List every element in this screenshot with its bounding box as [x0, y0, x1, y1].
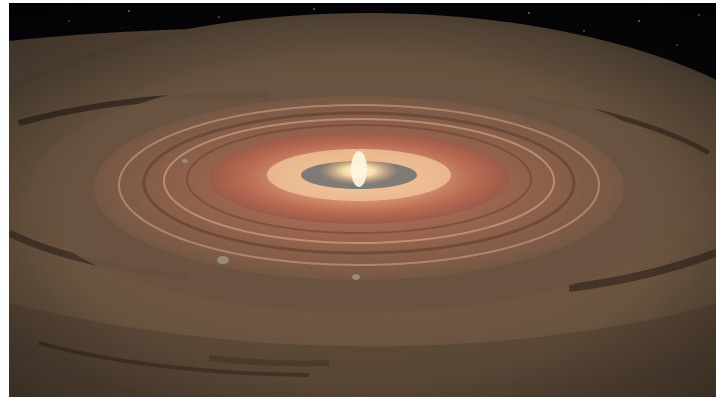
- protoplanetary-disk-image: [9, 3, 716, 397]
- disk-illustration: [9, 3, 716, 397]
- vignette: [9, 3, 716, 397]
